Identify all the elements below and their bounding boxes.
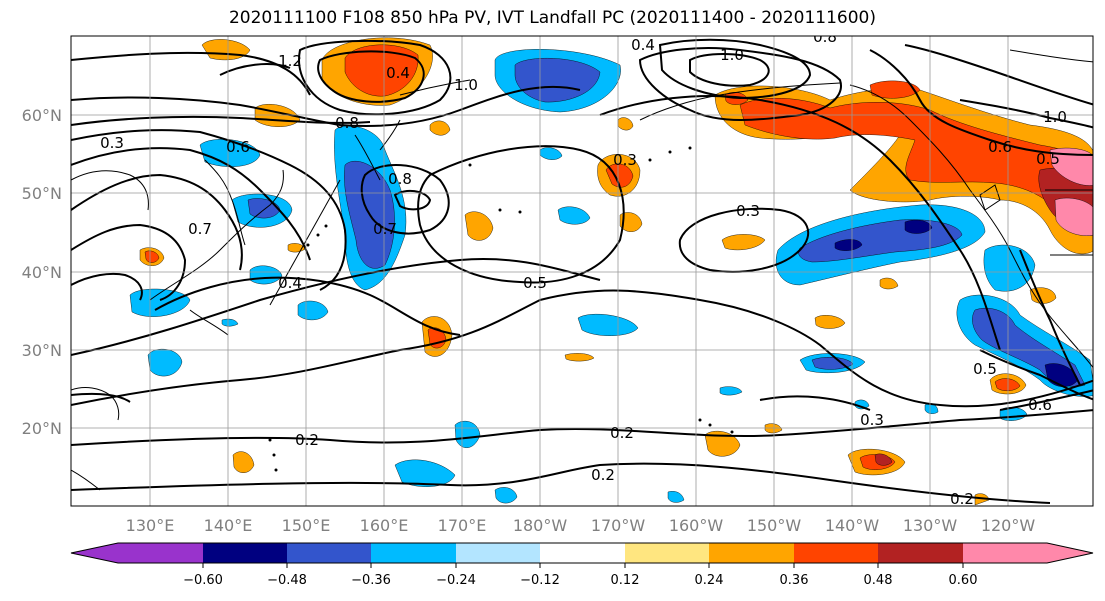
islands (268, 146, 734, 472)
colorbar-segment (71, 543, 203, 563)
colorbar-segment (456, 543, 540, 563)
colorbar-tick-label: 0.36 (780, 573, 809, 588)
lat-tick-label: 30°N (22, 341, 62, 360)
contour-label: 0.7 (373, 220, 397, 238)
lon-tick-label: 150°E (282, 516, 331, 535)
colorbar-tick-label: −0.36 (351, 573, 391, 588)
contour-label: 1.0 (1043, 108, 1067, 126)
coastlines (71, 49, 1093, 491)
contour-label: 0.6 (988, 138, 1012, 156)
colorbar-segment (709, 543, 794, 563)
colorbar-segment (878, 543, 963, 563)
lon-tick-label: 170°W (591, 516, 646, 535)
colorbar-outline (70, 542, 1094, 564)
contour-label: 0.6 (226, 138, 250, 156)
colorbar-tick-label: −0.60 (183, 573, 223, 588)
contour-label: 1.2 (278, 52, 302, 70)
colorbar-ticks (202, 563, 964, 568)
lat-tick-label: 40°N (22, 263, 62, 282)
lon-tick-label: 130°W (903, 516, 958, 535)
colorbar: −0.60 −0.48 −0.36 −0.24 −0.12 0.12 0.24 … (70, 542, 1094, 588)
map-frame (70, 35, 1094, 507)
contour-label: 0.4 (386, 64, 410, 82)
colorbar-segment (540, 543, 625, 563)
colorbar-segment (287, 543, 371, 563)
contour-label: 0.8 (813, 28, 837, 46)
contour-label: 1.0 (720, 46, 744, 64)
contour-label: 0.8 (335, 114, 359, 132)
colorbar-tick-label: 0.60 (949, 573, 978, 588)
colorbar-tick-label: −0.48 (267, 573, 307, 588)
contour-label: 0.6 (1028, 396, 1052, 414)
colorbar-segment (625, 543, 709, 563)
contour-label: 0.4 (631, 36, 655, 54)
lat-tick-label: 60°N (22, 106, 62, 125)
colorbar-segment (963, 543, 1093, 563)
colorbar-tick-label: −0.12 (520, 573, 560, 588)
contour-label: 0.4 (278, 274, 302, 292)
lon-tick-label: 170°E (438, 516, 487, 535)
lon-tick-label: 140°W (825, 516, 880, 535)
contour-label: 0.2 (950, 490, 974, 508)
contour-label: 0.8 (388, 170, 412, 188)
contour-label: 0.5 (523, 274, 547, 292)
contour-label: 0.3 (736, 202, 760, 220)
lat-tick-label: 50°N (22, 184, 62, 203)
lon-tick-label: 160°E (360, 516, 409, 535)
latitude-tick-labels: 60°N 50°N 40°N 30°N 20°N (22, 106, 62, 438)
contour-label: 0.3 (860, 411, 884, 429)
chart-title: 2020111100 F108 850 hPa PV, IVT Landfall… (228, 8, 876, 28)
colorbar-tick-label: 0.24 (695, 573, 724, 588)
contour-label: 0.2 (295, 431, 319, 449)
lon-tick-label: 140°E (204, 516, 253, 535)
colorbar-tick-label: 0.48 (864, 573, 893, 588)
longitude-tick-labels: 130°E 140°E 150°E 160°E 170°E 180°W 170°… (126, 516, 1036, 535)
contour-label: 0.3 (100, 134, 124, 152)
contour-label: 0.2 (610, 424, 634, 442)
colorbar-tick-label: 0.12 (611, 573, 640, 588)
contour-label: 0.3 (613, 151, 637, 169)
lon-tick-label: 130°E (126, 516, 175, 535)
lon-tick-label: 160°W (669, 516, 724, 535)
lon-tick-label: 120°W (981, 516, 1036, 535)
lon-tick-label: 150°W (747, 516, 802, 535)
gridlines (71, 36, 1093, 506)
pv-contours (71, 38, 1093, 504)
contour-label: 1.0 (454, 76, 478, 94)
colorbar-segment (203, 543, 287, 563)
contour-label: 0.5 (1036, 150, 1060, 168)
lat-tick-label: 20°N (22, 419, 62, 438)
contour-label: 0.2 (591, 466, 615, 484)
contour-labels: 1.0 1.0 1.0 0.8 0.8 0.8 0.7 0.7 0.6 0.6 … (100, 28, 1067, 508)
colorbar-segment (794, 543, 878, 563)
colorbar-segment (371, 543, 456, 563)
contour-label: 0.7 (188, 220, 212, 238)
contour-label: 0.5 (973, 360, 997, 378)
colorbar-tick-label: −0.24 (436, 573, 476, 588)
lon-tick-label: 180°W (513, 516, 568, 535)
